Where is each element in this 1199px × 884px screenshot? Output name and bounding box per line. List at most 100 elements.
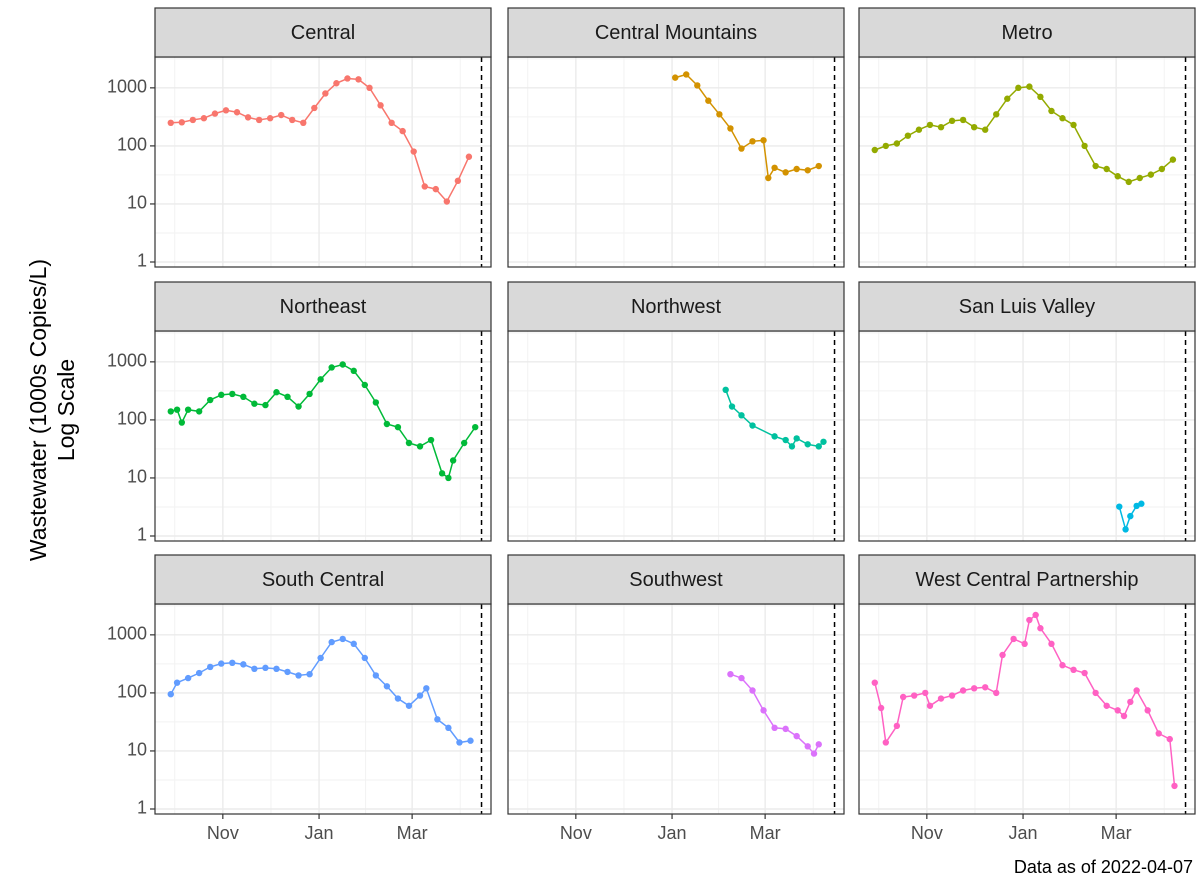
strip-label: Southwest [629,569,723,591]
strip-label: Central [291,22,355,44]
data-point [804,167,811,174]
data-point [218,391,225,399]
data-point [449,457,457,464]
x-tick-label: Jan [305,823,334,843]
data-point [173,406,181,413]
data-point [173,679,181,686]
data-point [456,739,463,746]
data-point [705,97,712,104]
data-point [1081,669,1088,677]
y-tick-label: 10 [127,193,147,213]
strip-label: Central Mountains [595,22,757,44]
data-point [815,443,822,450]
data-point [306,670,313,678]
plot-background [155,604,491,814]
strip-label: Northwest [631,296,721,318]
strip [858,554,1196,605]
data-point [240,661,247,668]
data-point [738,412,745,419]
data-point [273,389,280,396]
data-point [993,111,1000,118]
data-point [765,174,772,182]
series-line [874,613,1176,786]
y-tick-label: 10 [127,467,147,487]
data-point [959,116,967,124]
data-point [251,665,258,673]
data-point [877,704,885,712]
data-point [255,116,263,124]
data-point [1032,611,1039,619]
data-point [904,132,912,139]
data-point [782,725,789,733]
plot-background [859,604,1195,814]
data-point [911,692,918,699]
data-point [760,137,767,144]
data-point [416,443,424,450]
data-point [1081,142,1088,150]
data-point [1127,512,1134,520]
x-tick-label: Jan [1009,823,1038,843]
y-tick-label: 10 [127,740,147,760]
data-point [300,119,307,127]
data-point [372,672,380,679]
strip-label: Northeast [280,296,367,318]
data-point [1155,730,1162,737]
data-point [189,116,197,124]
series-line [874,85,1174,183]
data-point [959,687,967,694]
data-point [738,145,745,152]
y-tick-label: 1000 [107,77,147,97]
data-point [871,146,878,154]
data-point [1010,635,1017,643]
data-point [1015,84,1022,92]
x-tick-label: Mar [750,823,781,843]
series-line [730,673,820,755]
data-point [1120,712,1128,720]
data-point [178,419,186,426]
data-point [311,104,318,112]
strip [858,7,1196,58]
data-point [760,707,767,714]
data-point [1059,662,1066,669]
y-tick-label: 100 [117,135,147,155]
data-point [1114,707,1121,714]
data-point [244,114,252,121]
x-tick-label: Jan [658,823,687,843]
data-point [266,115,274,122]
y-tick-label: 1 [137,525,147,545]
data-point [211,110,219,117]
data-point [262,664,269,672]
data-point [738,674,745,682]
data-point [1166,735,1173,743]
data-point [383,683,391,690]
data-point [273,665,280,673]
strip [507,7,845,58]
data-point [1004,95,1011,102]
data-point [361,654,369,662]
data-point [948,117,956,125]
data-point [361,381,369,389]
x-tick-label: Nov [911,823,943,843]
data-point [233,109,241,116]
data-point [1103,702,1110,709]
data-point [1092,162,1099,170]
strip-label: Metro [1001,22,1052,44]
data-point [727,670,734,678]
y-tick-label: 100 [117,682,147,702]
data-point [981,126,989,133]
data-point [937,695,945,702]
data-point [427,436,435,444]
data-point [694,82,701,89]
data-point [804,441,811,448]
data-point [1037,93,1044,101]
data-point [1171,782,1178,790]
data-point [383,420,391,428]
data-point [1116,503,1123,510]
data-point [434,716,441,723]
data-point [460,439,468,447]
data-point [167,119,174,127]
data-point [289,116,296,124]
data-point [277,111,285,119]
data-point [793,435,800,442]
data-point [350,640,357,648]
